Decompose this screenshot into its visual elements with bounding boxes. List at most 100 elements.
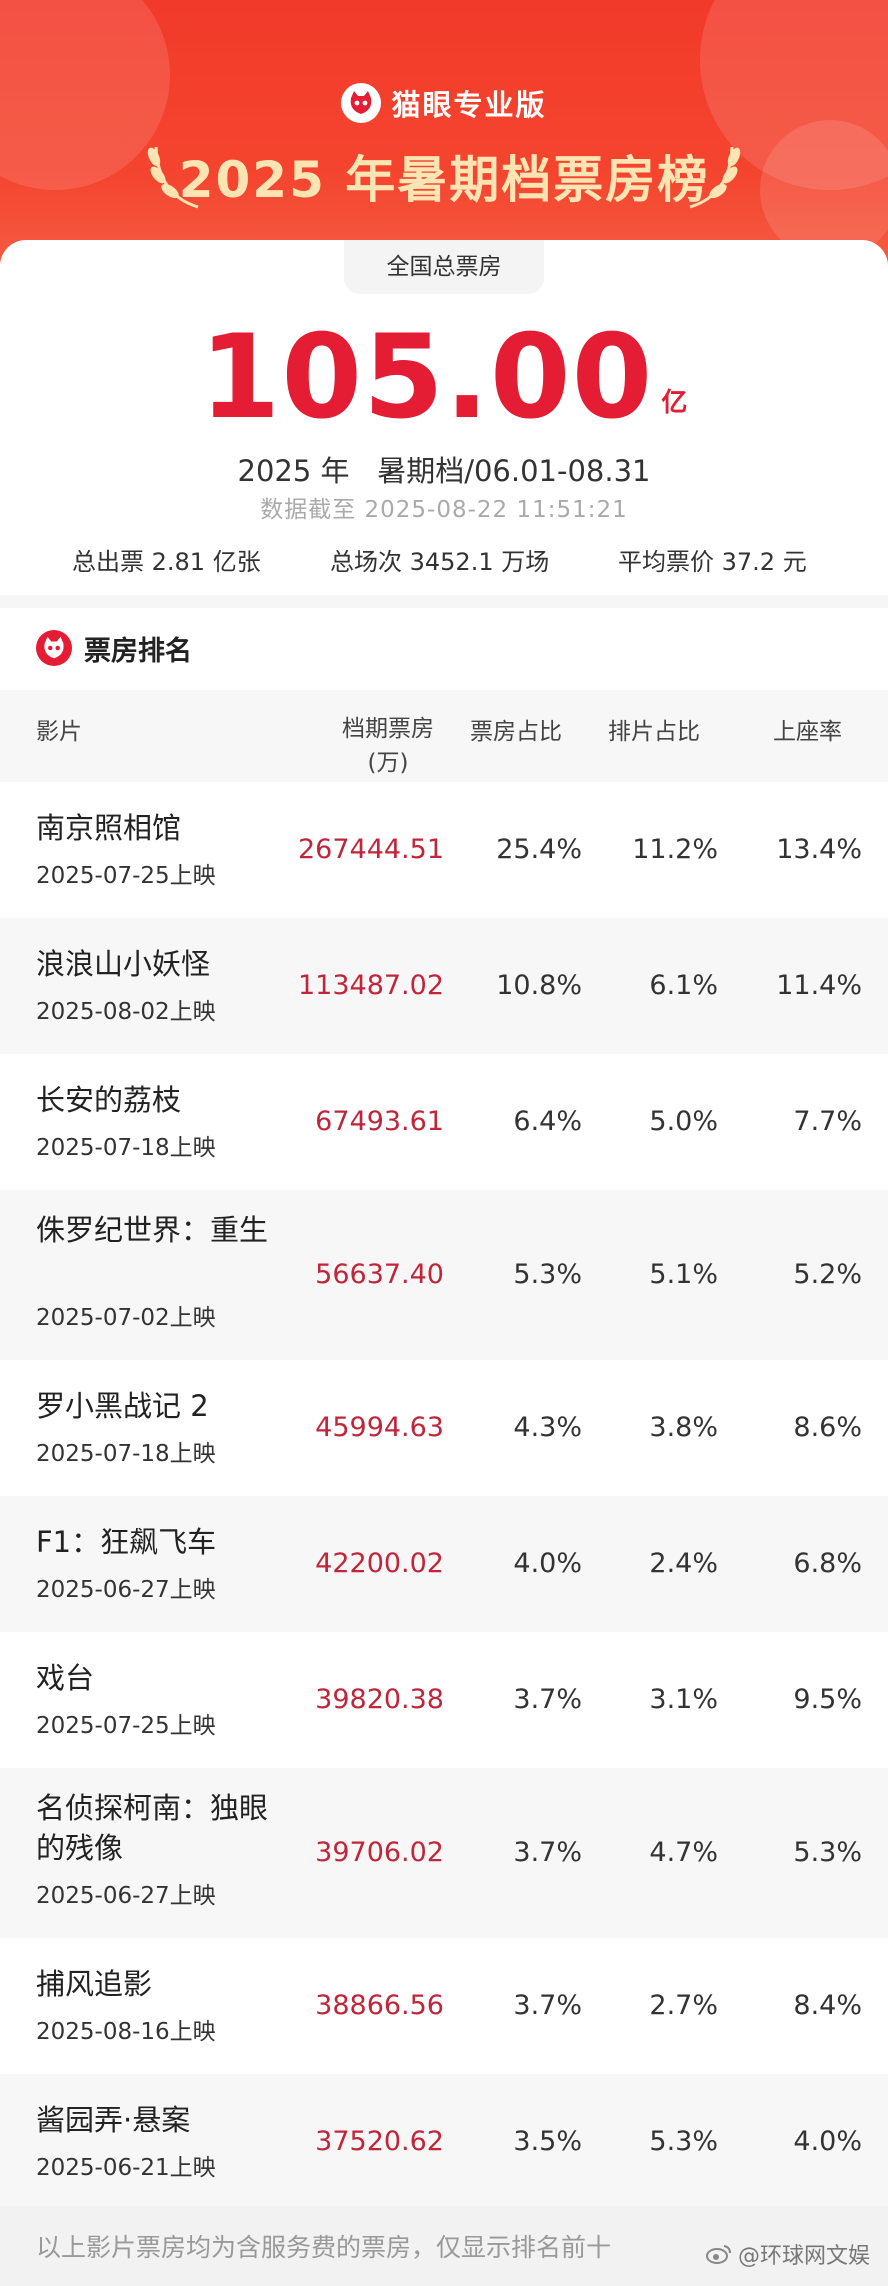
gross-share: 10.8% xyxy=(496,970,582,1001)
schedule-share: 2.7% xyxy=(649,1990,718,2021)
watermark: @环球网文娱 xyxy=(705,2238,870,2270)
film-title: F1：狂飙飞车 xyxy=(36,1525,217,1559)
gross-share: 3.7% xyxy=(513,1684,582,1715)
brand-name: 猫眼专业版 xyxy=(391,88,547,122)
release-date: 2025-07-25上映 xyxy=(36,1713,216,1739)
total-gross: 105.00 亿 xyxy=(0,318,888,463)
schedule-share: 5.0% xyxy=(649,1106,718,1137)
watermark-text: @环球网文娱 xyxy=(737,2244,870,2269)
occupancy-rate: 6.8% xyxy=(793,1548,862,1579)
schedule-share: 5.1% xyxy=(649,1259,718,1290)
schedule-share: 3.8% xyxy=(649,1412,718,1443)
film-gross: 267444.51 xyxy=(297,834,444,865)
table-row[interactable]: 戏台 2025-07-25上映 39820.38 3.7% 3.1% 9.5% xyxy=(0,1632,888,1768)
film-gross: 67493.61 xyxy=(315,1106,444,1137)
gross-share: 5.3% xyxy=(513,1259,582,1290)
table-row[interactable]: 名侦探柯南：独眼的残像 2025-06-27上映 39706.02 3.7% 4.7% 5… xyxy=(0,1768,888,1938)
total-gross-unit: 亿 xyxy=(661,388,689,418)
schedule-share: 6.1% xyxy=(649,970,718,1001)
col-schedule: 排片占比 xyxy=(608,719,700,745)
film-title: 捕风追影 xyxy=(36,1967,153,2001)
table-row[interactable]: 南京照相馆 2025-07-25上映 267444.51 25.4% 11.2% 13.4… xyxy=(0,782,888,918)
table-header: 影片 档期票房 (万) 票房占比 排片占比 上座率 xyxy=(0,690,888,782)
table-row[interactable]: 捕风追影 2025-08-16上映 38866.56 3.7% 2.7% 8.4% xyxy=(0,1938,888,2074)
table-row[interactable]: 浪浪山小妖怪 2025-08-02上映 113487.02 10.8% 6.1% 11.4… xyxy=(0,918,888,1054)
gross-share: 25.4% xyxy=(496,834,582,865)
summary-card: 全国总票房 105.00 亿 2025 年 暑期档/06.01-08.31 数据截… xyxy=(0,240,888,595)
schedule-share: 11.2% xyxy=(632,834,718,865)
film-gross: 37520.62 xyxy=(315,2126,444,2157)
gross-share: 3.5% xyxy=(513,2126,582,2157)
film-title: 罗小黑战记 2 xyxy=(36,1389,209,1423)
film-title: 侏罗纪世界：重生 xyxy=(36,1213,269,1247)
schedule-share: 4.7% xyxy=(649,1837,718,1868)
occupancy-rate: 9.5% xyxy=(793,1684,862,1715)
total-gross-value: 105.00 xyxy=(199,310,654,445)
film-gross: 113487.02 xyxy=(297,970,444,1001)
table-row[interactable]: 侏罗纪世界：重生 2025-07-02上映 56637.40 5.3% 5.1% 5.2% xyxy=(0,1190,888,1360)
film-title: 酱园弄·悬案 xyxy=(36,2103,191,2137)
release-date: 2025-07-25上映 xyxy=(36,863,216,889)
laurel-left-icon xyxy=(147,146,199,209)
period-text: 2025 年 暑期档/06.01-08.31 xyxy=(237,454,651,488)
table-row[interactable]: 罗小黑战记 2 2025-07-18上映 45994.63 4.3% 3.8% 8.6% xyxy=(0,1360,888,1496)
film-title: 南京照相馆 xyxy=(36,811,182,845)
page-title: 2025 年暑期档票房榜 xyxy=(178,151,710,209)
ranking-section: 票房排名 影片 档期票房 (万) 票房占比 排片占比 上座率 南京照相馆 2025… xyxy=(0,608,888,2210)
film-title: 长安的荔枝 xyxy=(36,1083,182,1117)
occupancy-rate: 7.7% xyxy=(793,1106,862,1137)
cat-logo-icon xyxy=(341,83,382,123)
schedule-share: 2.4% xyxy=(649,1548,718,1579)
release-date: 2025-08-16上映 xyxy=(36,2019,216,2045)
ranking-heading-label: 票房排名 xyxy=(84,635,192,667)
footer-note: 以上影片票房均为含服务费的票房，仅显示排名前十 xyxy=(36,2233,612,2262)
film-title: 名侦探柯南：独眼的残像 xyxy=(36,1791,269,1865)
film-gross: 38866.56 xyxy=(315,1990,444,2021)
occupancy-rate: 5.2% xyxy=(793,1259,862,1290)
average-price: 平均票价 37.2 元 xyxy=(618,548,807,576)
film-gross: 39706.02 xyxy=(315,1837,444,1868)
schedule-share: 3.1% xyxy=(649,1684,718,1715)
col-gross: 档期票房 (万) xyxy=(342,716,434,776)
table-row[interactable]: 长安的荔枝 2025-07-18上映 67493.61 6.4% 5.0% 7.7% xyxy=(0,1054,888,1190)
data-as-of: 数据截至 2025-08-22 11:51:21 xyxy=(260,497,628,523)
film-gross: 45994.63 xyxy=(315,1412,444,1443)
occupancy-rate: 4.0% xyxy=(793,2126,862,2157)
col-occupancy: 上座率 xyxy=(773,719,842,745)
brand: 猫眼专业版 xyxy=(0,82,888,124)
total-tickets: 总出票 2.81 亿张 xyxy=(72,548,261,576)
table-row[interactable]: F1：狂飙飞车 2025-06-27上映 42200.02 4.0% 2.4% 6.8% xyxy=(0,1496,888,1632)
release-date: 2025-07-18上映 xyxy=(36,1135,216,1161)
laurel-right-icon xyxy=(689,146,741,209)
film-title: 戏台 xyxy=(36,1661,95,1695)
national-total-label: 全国总票房 xyxy=(344,240,544,294)
occupancy-rate: 8.4% xyxy=(793,1990,862,2021)
release-date: 2025-07-02上映 xyxy=(36,1305,216,1331)
release-date: 2025-06-21上映 xyxy=(36,2155,216,2181)
footer: 以上影片票房均为含服务费的票房，仅显示排名前十 @环球网文娱 xyxy=(0,2206,888,2286)
schedule-share: 5.3% xyxy=(649,2126,718,2157)
gross-share: 4.3% xyxy=(513,1412,582,1443)
release-date: 2025-06-27上映 xyxy=(36,1883,216,1909)
occupancy-rate: 5.3% xyxy=(793,1837,862,1868)
film-gross: 42200.02 xyxy=(315,1548,444,1579)
occupancy-rate: 13.4% xyxy=(776,834,862,865)
film-title: 浪浪山小妖怪 xyxy=(36,947,211,981)
film-gross: 56637.40 xyxy=(315,1259,444,1290)
total-screenings: 总场次 3452.1 万场 xyxy=(330,548,550,576)
cat-logo-icon xyxy=(36,630,72,666)
gross-share: 4.0% xyxy=(513,1548,582,1579)
gross-share: 6.4% xyxy=(513,1106,582,1137)
release-date: 2025-06-27上映 xyxy=(36,1577,216,1603)
film-gross: 39820.38 xyxy=(315,1684,444,1715)
table-row[interactable]: 酱园弄·悬案 2025-06-21上映 37520.62 3.5% 5.3% 4.0% xyxy=(0,2074,888,2210)
release-date: 2025-07-18上映 xyxy=(36,1441,216,1467)
col-film: 影片 xyxy=(36,719,82,745)
summary-stats: 总出票 2.81 亿张 总场次 3452.1 万场 平均票价 37.2 元 xyxy=(0,542,888,582)
col-share: 票房占比 xyxy=(470,719,562,745)
weibo-icon xyxy=(705,2245,731,2264)
release-date: 2025-08-02上映 xyxy=(36,999,216,1025)
gross-share: 3.7% xyxy=(513,1837,582,1868)
occupancy-rate: 11.4% xyxy=(776,970,862,1001)
ranking-heading: 票房排名 xyxy=(36,628,192,668)
